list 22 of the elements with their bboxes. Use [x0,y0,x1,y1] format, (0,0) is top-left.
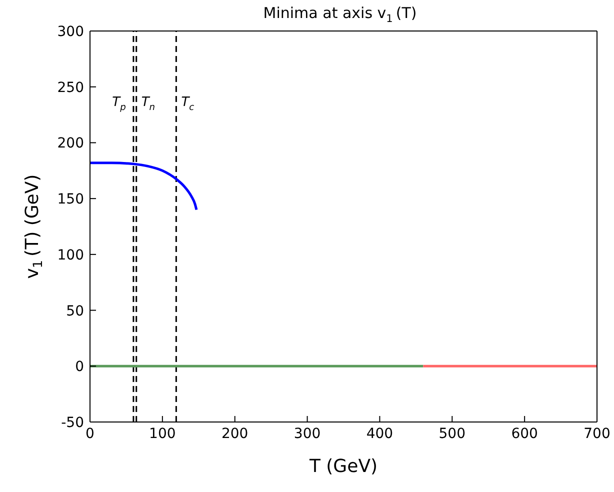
y-tick-label: 50 [66,303,84,320]
x-tick-label: 400 [366,426,394,442]
x-tick-label: 600 [511,426,538,442]
x-tick-label: 100 [149,426,176,442]
y-tick-label: 100 [57,247,84,264]
x-tick-label: 300 [294,426,321,442]
y-tick-label: 150 [57,192,84,208]
x-axis-title: T (GeV) [308,456,378,477]
chart-title: Minima at axis v$_{1}$(T) [263,4,417,25]
x-tick-label: 0 [86,426,94,442]
y-tick-label: -50 [61,414,84,431]
y-tick-label: 200 [57,136,84,152]
x-tick-label: 700 [584,426,610,442]
ref-line-label: T$_{p}$ [112,95,126,113]
x-tick-label: 200 [221,426,248,442]
ref-line-label: T$_{c}$ [181,95,194,113]
y-tick-label: 0 [75,359,84,376]
y-tick-label: 250 [57,80,84,96]
x-tick-label: 500 [438,426,466,442]
line-series [90,162,198,211]
ref-line-label: T$_{n}$ [141,95,156,113]
y-tick-label: 300 [57,24,84,40]
